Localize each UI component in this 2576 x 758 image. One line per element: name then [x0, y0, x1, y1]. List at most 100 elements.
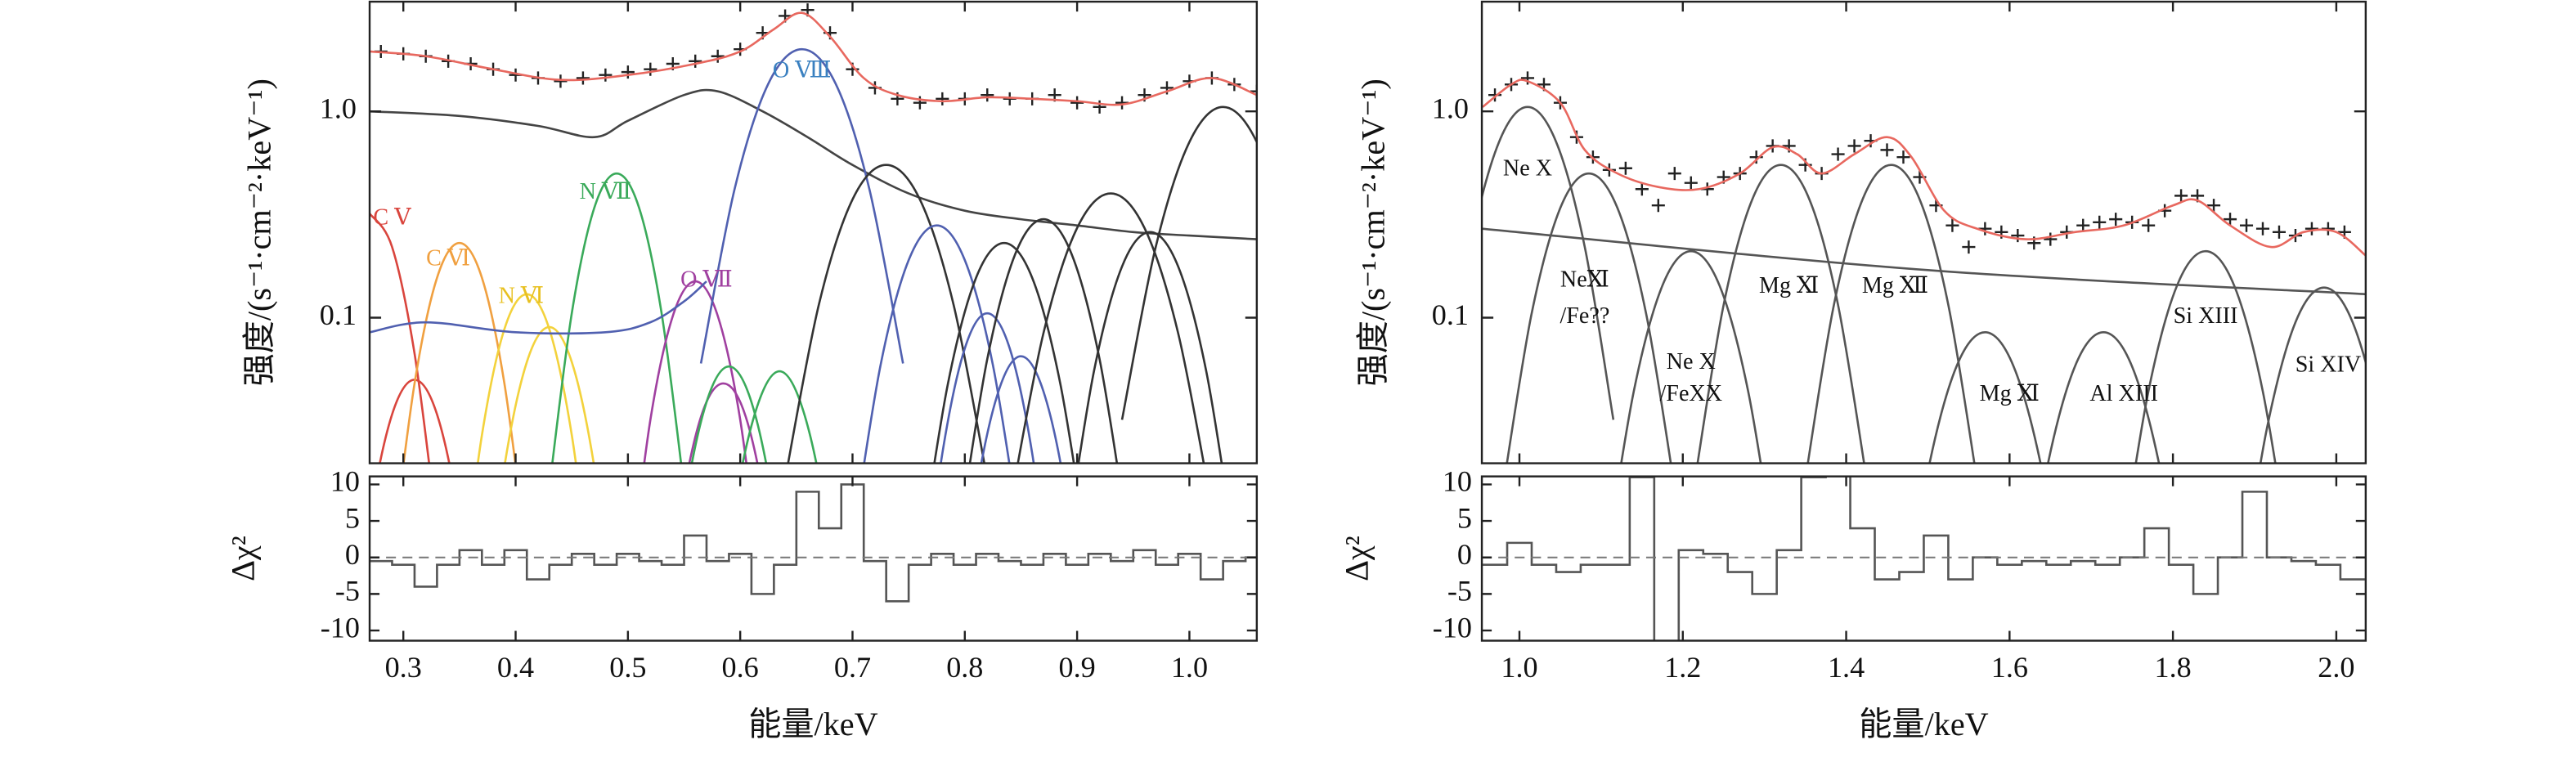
annotation: C Ⅵ [426, 246, 470, 271]
data-point [2255, 222, 2270, 235]
data-point [2207, 199, 2221, 213]
model-curve [741, 370, 818, 464]
model-curve [370, 11, 1257, 106]
model-curve [1016, 192, 1205, 464]
data-point [1880, 143, 1894, 157]
model-curve [2259, 286, 2366, 464]
model-curve [690, 365, 768, 464]
data-point [711, 49, 725, 63]
x-tick-label: 0.8 [946, 651, 983, 684]
residual-frame [1480, 475, 2367, 642]
y-axis-label: 强度/(s⁻¹·cm⁻²·keV⁻¹) [1355, 78, 1392, 386]
data-point [2142, 218, 2156, 232]
data-point [689, 54, 702, 68]
x-tick-label: 1.4 [1828, 651, 1865, 684]
x-tick-label: 0.3 [385, 651, 422, 684]
annotation: Al XIII [2089, 381, 2158, 406]
model-curve [1506, 172, 1672, 464]
residual-y-tick-label: 0 [345, 538, 360, 571]
data-point [1250, 84, 1257, 98]
model-curve [1482, 227, 2366, 296]
y-tick-label: 1.0 [320, 92, 357, 124]
x-tick-label: 1.8 [2155, 651, 2192, 684]
data-point [1488, 88, 1502, 102]
model-curve [1696, 164, 1865, 464]
data-point [1093, 100, 1106, 114]
data-point [2011, 229, 2025, 243]
residual-y-tick-label: 5 [1457, 501, 1472, 534]
model-curve [1120, 105, 1257, 420]
residual-y-tick-label: -5 [1447, 575, 1472, 608]
annotation: O Ⅷ [773, 58, 832, 83]
data-point [599, 68, 613, 82]
spectrum-panel [370, 3, 1257, 464]
data-point [2224, 213, 2237, 227]
model-curve [699, 47, 904, 364]
residual-y-tick-label: -10 [1433, 611, 1472, 644]
data-point [1651, 199, 1665, 213]
data-point [2093, 215, 2107, 229]
annotation: N Ⅵ [499, 284, 545, 309]
residual-y-tick-label: -10 [321, 611, 360, 644]
model-curve [370, 280, 707, 335]
data-point [936, 92, 949, 105]
x-tick-label: 1.0 [1501, 651, 1537, 684]
annotation: N Ⅶ [580, 179, 632, 204]
x-axis-label: 能量/keV [748, 706, 877, 742]
annotation: Ne X [1667, 349, 1716, 375]
data-point [913, 96, 927, 110]
residual-panel [370, 483, 1257, 603]
model-curve [1077, 231, 1223, 464]
residual-y-tick-label: 10 [1443, 465, 1472, 498]
data-point [1831, 147, 1845, 161]
y-axis-label: 强度/(s⁻¹·cm⁻²·keV⁻¹) [241, 78, 278, 386]
data-point [1667, 167, 1681, 181]
model-curve [787, 164, 985, 464]
annotation: Si XIV [2296, 352, 2361, 378]
data-point [1978, 222, 1992, 235]
data-point [621, 65, 635, 79]
annotation: Mg Ⅺ [1759, 273, 1819, 298]
annotation: C Ⅴ [373, 205, 411, 231]
data-point [2272, 225, 2287, 239]
y-tick-label: 1.0 [1432, 92, 1469, 124]
data-point [2076, 218, 2090, 232]
residual-steps [370, 483, 1257, 603]
model-curve [933, 241, 1075, 464]
x-tick-label: 2.0 [2318, 651, 2354, 684]
data-point [2109, 213, 2123, 227]
annotation: /FeXX [1660, 381, 1723, 406]
model-curve [1620, 249, 1762, 464]
annotation: Si XIII [2174, 303, 2238, 329]
model-curve [2134, 249, 2277, 464]
model-curve [980, 355, 1062, 464]
residual-y-tick-label: 0 [1457, 538, 1472, 571]
model-curve [504, 325, 595, 464]
residual-panel [1482, 476, 2366, 641]
model-curve [688, 382, 759, 464]
data-point [1847, 139, 1861, 153]
annotation: O Ⅶ [680, 267, 733, 293]
residual-frame [368, 475, 1259, 642]
data-point [1070, 96, 1084, 110]
spectrum-frame [368, 0, 1259, 464]
x-tick-label: 0.5 [609, 651, 646, 684]
model-curve [476, 293, 577, 464]
residual-axis-label: Δχ² [225, 536, 262, 581]
data-point [981, 88, 994, 102]
data-point [1896, 150, 1910, 164]
model-curve [1928, 331, 2042, 464]
model-curve [370, 88, 1257, 240]
annotation: NeⅪ [1560, 267, 1609, 293]
spectrum-frame [1480, 0, 2367, 464]
data-point [576, 71, 590, 85]
annotation: /Fe?? [1560, 303, 1609, 329]
data-point [1962, 240, 1976, 254]
data-point [1749, 150, 1763, 164]
data-point [1635, 182, 1649, 196]
model-curve [2047, 331, 2161, 464]
data-point [1945, 218, 1959, 232]
data-point [2174, 189, 2188, 203]
annotation: Mg Ⅺ [1980, 381, 2040, 406]
model-curve [402, 241, 517, 464]
